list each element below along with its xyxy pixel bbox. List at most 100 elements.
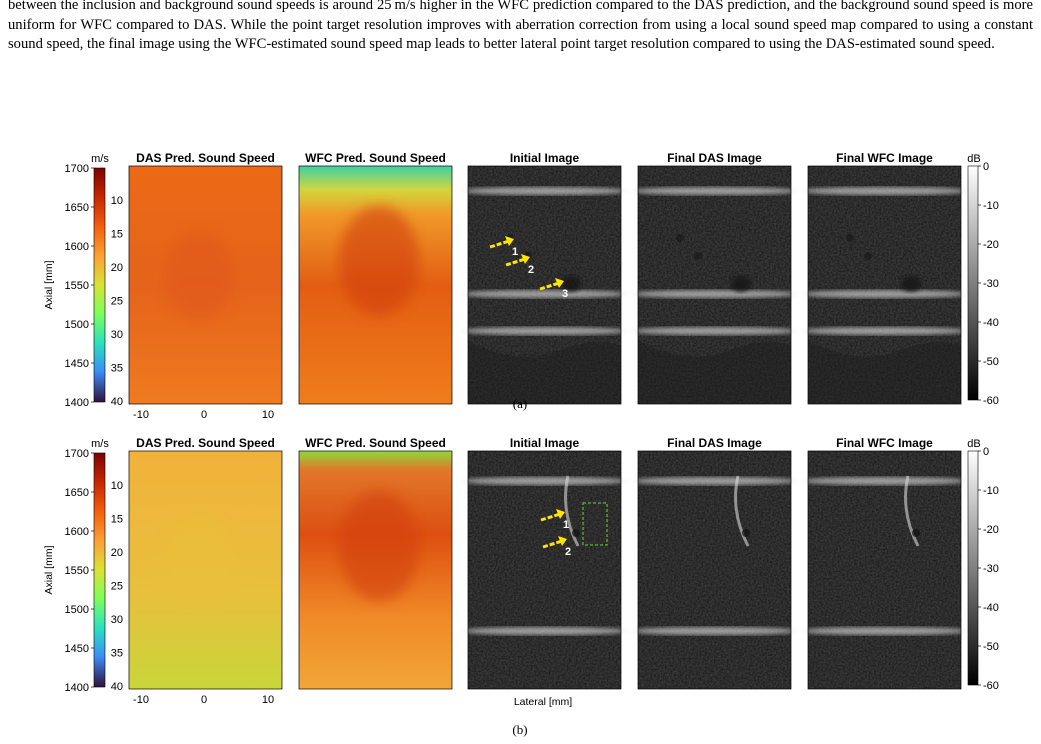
- db-tick-label: -50: [983, 356, 999, 368]
- panel-frame: [467, 450, 622, 690]
- target-label: 2: [565, 546, 571, 558]
- speed-tick-label: 1600: [65, 526, 89, 538]
- bright-boundary: [904, 475, 920, 547]
- panel-frame: [637, 450, 792, 690]
- panel-title: WFC Pred. Sound Speed: [305, 436, 446, 450]
- anechoic-target-3: [901, 276, 921, 292]
- axial-tick-label: 15: [111, 229, 123, 241]
- target-arrowhead: [555, 278, 564, 288]
- panel-title: Final DAS Image: [667, 151, 762, 165]
- db-tick-label: -60: [983, 395, 999, 407]
- db-tick-label: -50: [983, 641, 999, 653]
- db-tick-label: -40: [983, 602, 999, 614]
- axial-tick-label: 30: [111, 614, 123, 626]
- axial-tick-label: 10: [111, 195, 123, 207]
- anechoic-target: [742, 529, 750, 537]
- dark-deep-region: [468, 341, 621, 404]
- axial-tick-label: 15: [111, 514, 123, 526]
- panel-title: Initial Image: [510, 151, 580, 165]
- axial-tick-label: 30: [111, 329, 123, 341]
- target-arrowhead: [558, 536, 567, 546]
- speed-tick-label: 1600: [65, 241, 89, 253]
- bright-tissue-band: [630, 627, 799, 635]
- panel-frame: [128, 165, 283, 405]
- lateral-tick-label: 0: [201, 409, 207, 421]
- bright-tissue-band: [630, 477, 799, 485]
- panel-title: Final WFC Image: [836, 151, 933, 165]
- speed-colorbar: [93, 167, 106, 403]
- dark-deep-region: [808, 341, 961, 404]
- panel-frame: [637, 165, 792, 405]
- anechoic-target-3: [731, 276, 751, 292]
- bright-tissue-band: [800, 627, 969, 635]
- speed-tick-label: 1550: [65, 565, 89, 577]
- target-arrow: [489, 239, 510, 249]
- lateral-tick-label: -10: [133, 694, 149, 706]
- speed-tick-label: 1450: [65, 358, 89, 370]
- bright-boundary: [564, 475, 580, 547]
- axial-tick-label: 25: [111, 296, 123, 308]
- bright-tissue-band: [460, 627, 629, 635]
- bmode-speckle: [638, 451, 791, 689]
- bright-tissue-band: [630, 327, 799, 335]
- speed-tick-label: 1500: [65, 319, 89, 331]
- db-tick-label: -10: [983, 485, 999, 497]
- anechoic-target-1: [846, 234, 854, 242]
- db-tick-label: -60: [983, 680, 999, 692]
- target-arrowhead: [505, 236, 514, 246]
- panel-title: DAS Pred. Sound Speed: [136, 436, 275, 450]
- body-paragraph: between the inclusion and background sou…: [8, 0, 1033, 53]
- bright-tissue-band: [460, 327, 629, 335]
- bmode-speckle: [638, 166, 791, 404]
- axial-tick-label: 25: [111, 581, 123, 593]
- db-tick-label: 0: [983, 161, 989, 173]
- wfc-inclusion-region: [339, 491, 419, 601]
- roi-box: [582, 502, 608, 546]
- bright-tissue-band: [800, 327, 969, 335]
- bmode-speckle: [468, 451, 621, 689]
- speed-tick-label: 1700: [65, 163, 89, 175]
- speed-tick-label: 1400: [65, 682, 89, 694]
- anechoic-target: [572, 529, 580, 537]
- das-inclusion-region: [164, 231, 234, 321]
- db-unit-label: dB: [967, 153, 980, 165]
- subfigure-caption: (b): [512, 722, 527, 737]
- lateral-tick-label: 10: [262, 694, 274, 706]
- panel-title: Initial Image: [510, 436, 580, 450]
- speed-unit-label: m/s: [91, 153, 109, 165]
- bright-tissue-band: [630, 290, 799, 298]
- wfc-inclusion-region: [339, 206, 419, 316]
- target-label: 2: [528, 264, 534, 276]
- panel-frame: [807, 165, 962, 405]
- target-arrow: [505, 257, 526, 267]
- speed-unit-label: m/s: [91, 438, 109, 450]
- bright-tissue-band: [800, 187, 969, 195]
- db-tick-label: -30: [983, 278, 999, 290]
- axial-axis-label: Axial [mm]: [43, 260, 55, 309]
- target-arrowhead: [556, 509, 565, 519]
- anechoic-target: [912, 529, 920, 537]
- lateral-tick-label: -10: [133, 409, 149, 421]
- speed-tick-label: 1550: [65, 280, 89, 292]
- target-arrow: [542, 539, 563, 549]
- target-arrow: [540, 512, 561, 522]
- lateral-tick-label: 0: [201, 694, 207, 706]
- subfigure-caption: (a): [513, 396, 527, 411]
- bright-tissue-band: [460, 477, 629, 485]
- panel-title: Final DAS Image: [667, 436, 762, 450]
- speed-tick-label: 1700: [65, 448, 89, 460]
- das-inclusion-region: [164, 516, 234, 606]
- panel-frame: [298, 450, 453, 690]
- panel-frame: [467, 165, 622, 405]
- db-colorbar: [967, 165, 979, 401]
- panel-frame: [128, 450, 283, 690]
- bright-tissue-band: [460, 187, 629, 195]
- axial-tick-label: 35: [111, 648, 123, 660]
- anechoic-target-3: [561, 276, 581, 292]
- target-label: 3: [562, 288, 568, 300]
- db-tick-label: -10: [983, 200, 999, 212]
- lateral-axis-label: Lateral [mm]: [514, 696, 572, 708]
- bmode-speckle: [468, 166, 621, 404]
